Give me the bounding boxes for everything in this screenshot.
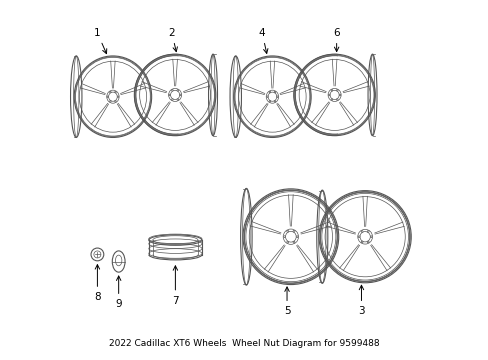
Ellipse shape [336,99,337,100]
Ellipse shape [286,241,288,243]
Ellipse shape [179,94,181,96]
Ellipse shape [117,96,119,98]
Ellipse shape [274,91,275,93]
Text: 3: 3 [357,285,364,316]
Ellipse shape [268,91,270,93]
Ellipse shape [115,91,116,93]
Text: 1: 1 [94,28,106,54]
Ellipse shape [361,241,362,243]
Text: 2: 2 [168,28,177,51]
Ellipse shape [171,90,173,91]
Text: 2022 Cadillac XT6 Wheels  Wheel Nut Diagram for 9599488: 2022 Cadillac XT6 Wheels Wheel Nut Diagr… [109,339,379,348]
Ellipse shape [115,100,116,102]
Ellipse shape [171,99,173,100]
Ellipse shape [361,231,362,232]
Ellipse shape [276,96,278,98]
Ellipse shape [283,236,285,238]
Text: 8: 8 [94,265,101,302]
Ellipse shape [177,90,178,91]
Text: 5: 5 [283,287,290,316]
Ellipse shape [366,231,368,232]
Text: 7: 7 [172,266,178,306]
Ellipse shape [330,90,332,91]
Ellipse shape [358,236,359,238]
Ellipse shape [336,90,337,91]
Ellipse shape [177,99,178,100]
Ellipse shape [107,96,108,98]
Ellipse shape [274,100,275,102]
Ellipse shape [109,100,111,102]
Text: 9: 9 [115,276,122,309]
Ellipse shape [292,230,294,232]
Ellipse shape [268,100,270,102]
Ellipse shape [266,96,267,98]
Ellipse shape [296,236,298,238]
Ellipse shape [369,236,371,238]
Ellipse shape [292,241,294,243]
Ellipse shape [109,91,111,93]
Ellipse shape [339,94,340,96]
Ellipse shape [286,230,288,232]
Text: 6: 6 [333,28,339,51]
Ellipse shape [328,94,329,96]
Text: 4: 4 [258,28,267,53]
Ellipse shape [169,94,170,96]
Ellipse shape [366,241,368,243]
Ellipse shape [330,99,332,100]
